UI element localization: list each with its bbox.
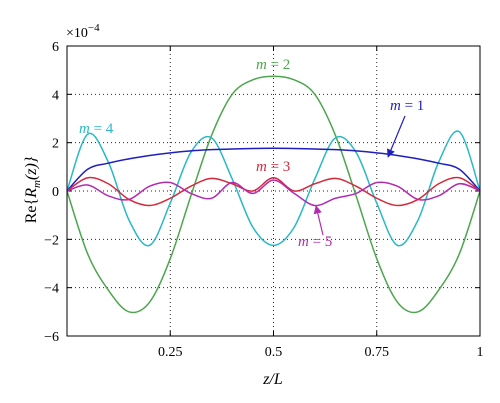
annotation-m4-var: m	[79, 121, 90, 137]
y-axis-title-pre: Re{	[23, 198, 40, 223]
annotation-m3-var: m	[256, 159, 267, 175]
x-tick-label: 1	[477, 345, 484, 360]
y-tick-label: 6	[52, 40, 59, 55]
annotation-arrow-m5	[313, 205, 324, 236]
x-tick-label: 0.25	[158, 345, 183, 360]
x-tick-label: 0.75	[365, 345, 390, 360]
annotation-m1-value: = 1	[401, 98, 424, 114]
grid-lines	[67, 46, 480, 336]
y-tick-label: 0	[52, 185, 59, 200]
y-axis-title-post: (z)}	[23, 156, 40, 180]
series-layer	[66, 75, 481, 314]
series-line-m2	[66, 75, 481, 314]
x-axis-title: z/L	[262, 371, 283, 388]
plot-frame	[66, 45, 481, 337]
annotation-arrow-m1	[387, 115, 406, 158]
annotation-m1-var: m	[390, 98, 401, 114]
annotation-m3-value: = 3	[267, 159, 290, 175]
y-tick-label: −2	[44, 233, 59, 248]
annotation-m1: m = 1	[390, 98, 424, 114]
series-line-m3	[66, 176, 481, 207]
annotation-m4-value: = 4	[90, 121, 114, 137]
y-multiplier-base: ×10	[66, 26, 88, 41]
annotation-m5: m = 5	[298, 234, 332, 250]
annotation-m4: m = 4	[79, 121, 114, 137]
series-line-m1	[66, 147, 481, 192]
annotation-m3: m = 3	[256, 159, 290, 175]
y-multiplier: ×10−4	[66, 22, 100, 41]
y-multiplier-exponent: −4	[88, 22, 100, 34]
y-axis-title-sub: m	[31, 180, 43, 188]
y-tick-label: −6	[44, 330, 59, 345]
y-tick-label: 2	[52, 137, 59, 152]
annotation-m5-value: = 5	[309, 234, 332, 250]
series-annotations: m = 1m = 2m = 3m = 4m = 5	[79, 57, 424, 250]
series-line-m4	[66, 130, 481, 247]
annotation-m2-value: = 2	[267, 57, 290, 73]
y-tick-label: −4	[44, 282, 59, 297]
series-line-m5	[66, 179, 481, 207]
y-axis-title-var: R	[23, 188, 40, 199]
y-tick-label: 4	[52, 88, 59, 103]
annotation-m2-var: m	[256, 57, 267, 73]
tick-labels: 0.25 0.5 0.75 1 −6 −4 −2 0 2 4 6	[44, 40, 483, 360]
annotation-m2: m = 2	[256, 57, 290, 73]
x-tick-label: 0.5	[265, 345, 283, 360]
annotation-m5-var: m	[298, 234, 309, 250]
y-axis-title: Re{Rm(z)}	[23, 156, 43, 223]
